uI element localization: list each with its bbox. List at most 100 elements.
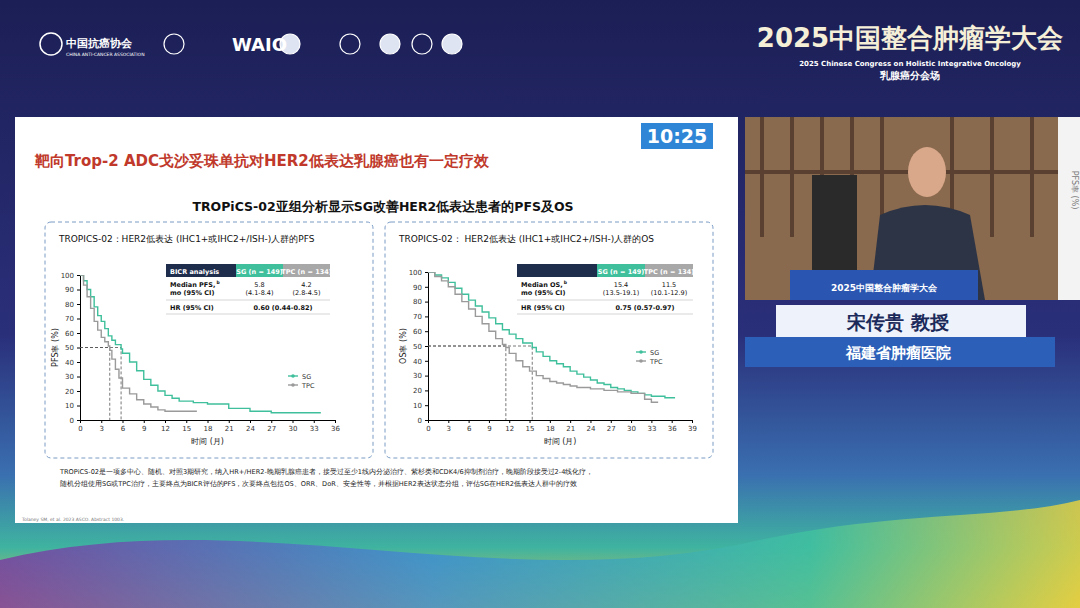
- y-axis: 0102030405060708090100: [61, 272, 81, 425]
- axis-line: [77, 276, 81, 421]
- tick-label: 100: [409, 269, 422, 277]
- median-line: [428, 346, 506, 420]
- legend-marker: [291, 374, 295, 378]
- tick: 40: [65, 359, 80, 367]
- tick-mark: [77, 420, 80, 421]
- tick-label: 39: [688, 425, 697, 433]
- table-rule: [517, 300, 693, 301]
- tick-label: 0: [78, 425, 82, 433]
- tick-mark: [550, 420, 551, 423]
- tick-label: 80: [413, 298, 422, 306]
- tick: 90: [65, 286, 80, 294]
- tick-mark: [77, 275, 80, 276]
- tick-label: 50: [413, 343, 422, 351]
- tick: 15: [182, 420, 191, 433]
- tick: 30: [65, 373, 80, 381]
- median-ci: (10.1-12.9): [651, 289, 687, 297]
- tick: 30: [627, 420, 636, 433]
- chart-title: TROPICS-02： HER2低表达 (IHC1+或IHC2+/ISH-)人群…: [398, 234, 654, 244]
- tick-mark: [77, 391, 80, 392]
- legend-label: TPC: [649, 358, 663, 366]
- table-header: SG (n = 149): [598, 268, 644, 276]
- tick-label: 30: [627, 425, 636, 433]
- tick-mark: [293, 420, 294, 423]
- result-table: BICR analysisSG (n = 149)TPC (n = 134)Me…: [166, 264, 332, 314]
- median-line: [80, 348, 110, 421]
- timer: 10:25: [647, 125, 707, 147]
- tick-label: 60: [413, 328, 422, 336]
- logo: [442, 34, 462, 54]
- footnote-marker: b: [564, 280, 568, 285]
- median-value: 4.2: [301, 281, 311, 289]
- tick: 33: [647, 420, 656, 433]
- legend-label: SG: [302, 373, 311, 381]
- logo: [412, 34, 432, 54]
- legend: SGTPC: [636, 349, 663, 366]
- table-header: SG (n = 149): [236, 268, 282, 276]
- tick-mark: [692, 420, 693, 423]
- window-frame: [990, 117, 994, 237]
- tick: 12: [505, 420, 514, 433]
- chart-panel: TROPICS-02：HER2低表达 (IHC1+或IHC2+/ISH-)人群的…: [45, 222, 373, 458]
- x-axis-title: 时间 (月): [191, 437, 224, 446]
- tick-label: 36: [668, 425, 677, 433]
- tick-mark: [250, 420, 251, 423]
- video-background: [745, 117, 1058, 300]
- table-header: TPC (n = 134): [281, 268, 331, 276]
- plot-area: [428, 272, 675, 420]
- tick-label: 80: [65, 301, 74, 309]
- x-axis: 036912151821242730333639: [426, 420, 697, 433]
- legend-label: SG: [650, 349, 659, 357]
- tick-label: 21: [566, 425, 575, 433]
- slide-subtitle: TROPiCS-02亚组分析显示SG改善HER2低表达患者的PFS及OS: [192, 199, 573, 214]
- tick: 12: [161, 420, 170, 433]
- tick-mark: [208, 420, 209, 423]
- window-frame: [790, 117, 794, 237]
- tick-label: 20: [413, 387, 422, 395]
- table-header-cell: [166, 264, 236, 277]
- table-header: TPC (n = 134): [644, 268, 694, 276]
- tick: 21: [225, 420, 234, 433]
- tick-label: 18: [204, 425, 213, 433]
- tick-mark: [570, 420, 571, 423]
- result-table: SG (n = 149)TPC (n = 134)Median OS,bmo (…: [517, 264, 694, 314]
- speaker-affiliation: 福建省肿瘤医院: [845, 344, 951, 362]
- tick: 6: [121, 420, 126, 433]
- tick-label: 10: [65, 402, 74, 410]
- tick-label: 0: [426, 425, 430, 433]
- median-value: 5.8: [254, 281, 264, 289]
- axis-line: [429, 421, 693, 424]
- logo: [380, 34, 400, 54]
- tick: 30: [289, 420, 298, 433]
- tick-label: 10: [413, 402, 422, 410]
- tick-label: 27: [607, 425, 616, 433]
- tick-label: 20: [65, 388, 74, 396]
- median-value: 15.4: [614, 281, 628, 289]
- tick: 21: [566, 420, 575, 433]
- tick-mark: [425, 331, 428, 332]
- chart-panel: TROPICS-02： HER2低表达 (IHC1+或IHC2+/ISH-)人群…: [385, 222, 713, 458]
- tick-mark: [335, 420, 336, 423]
- tick: 18: [546, 420, 555, 433]
- tick: 40: [413, 358, 428, 366]
- tick: 100: [409, 269, 428, 277]
- table-row-label: Median OS,: [521, 281, 563, 289]
- plot-area: [80, 275, 321, 420]
- tick-label: 30: [413, 372, 422, 380]
- logo: [164, 34, 184, 54]
- hazard-ratio: 0.75 (0.57-0.97): [615, 304, 674, 312]
- chart-title: TROPICS-02：HER2低表达 (IHC1+或IHC2+/ISH-)人群的…: [58, 234, 315, 244]
- tick: 27: [607, 420, 616, 433]
- tick: 90: [413, 284, 428, 292]
- tick-mark: [425, 376, 428, 377]
- page: 中国抗癌协会CHINA ANTI-CANCER ASSOCIATIONWAIO2…: [0, 0, 1080, 608]
- side-slide-text: PFS率 (%): [1070, 171, 1079, 210]
- table-rule: [517, 314, 693, 315]
- tick-mark: [425, 272, 428, 273]
- tick: 3: [100, 420, 104, 433]
- side-slide: [1058, 117, 1080, 300]
- footnote: TROPiCS-02是一项多中心、随机、对照3期研究，纳入HR+/HER2-晚期…: [59, 468, 593, 476]
- tick-mark: [489, 420, 490, 423]
- window-frame: [1030, 117, 1034, 237]
- tick-label: 0: [418, 417, 422, 425]
